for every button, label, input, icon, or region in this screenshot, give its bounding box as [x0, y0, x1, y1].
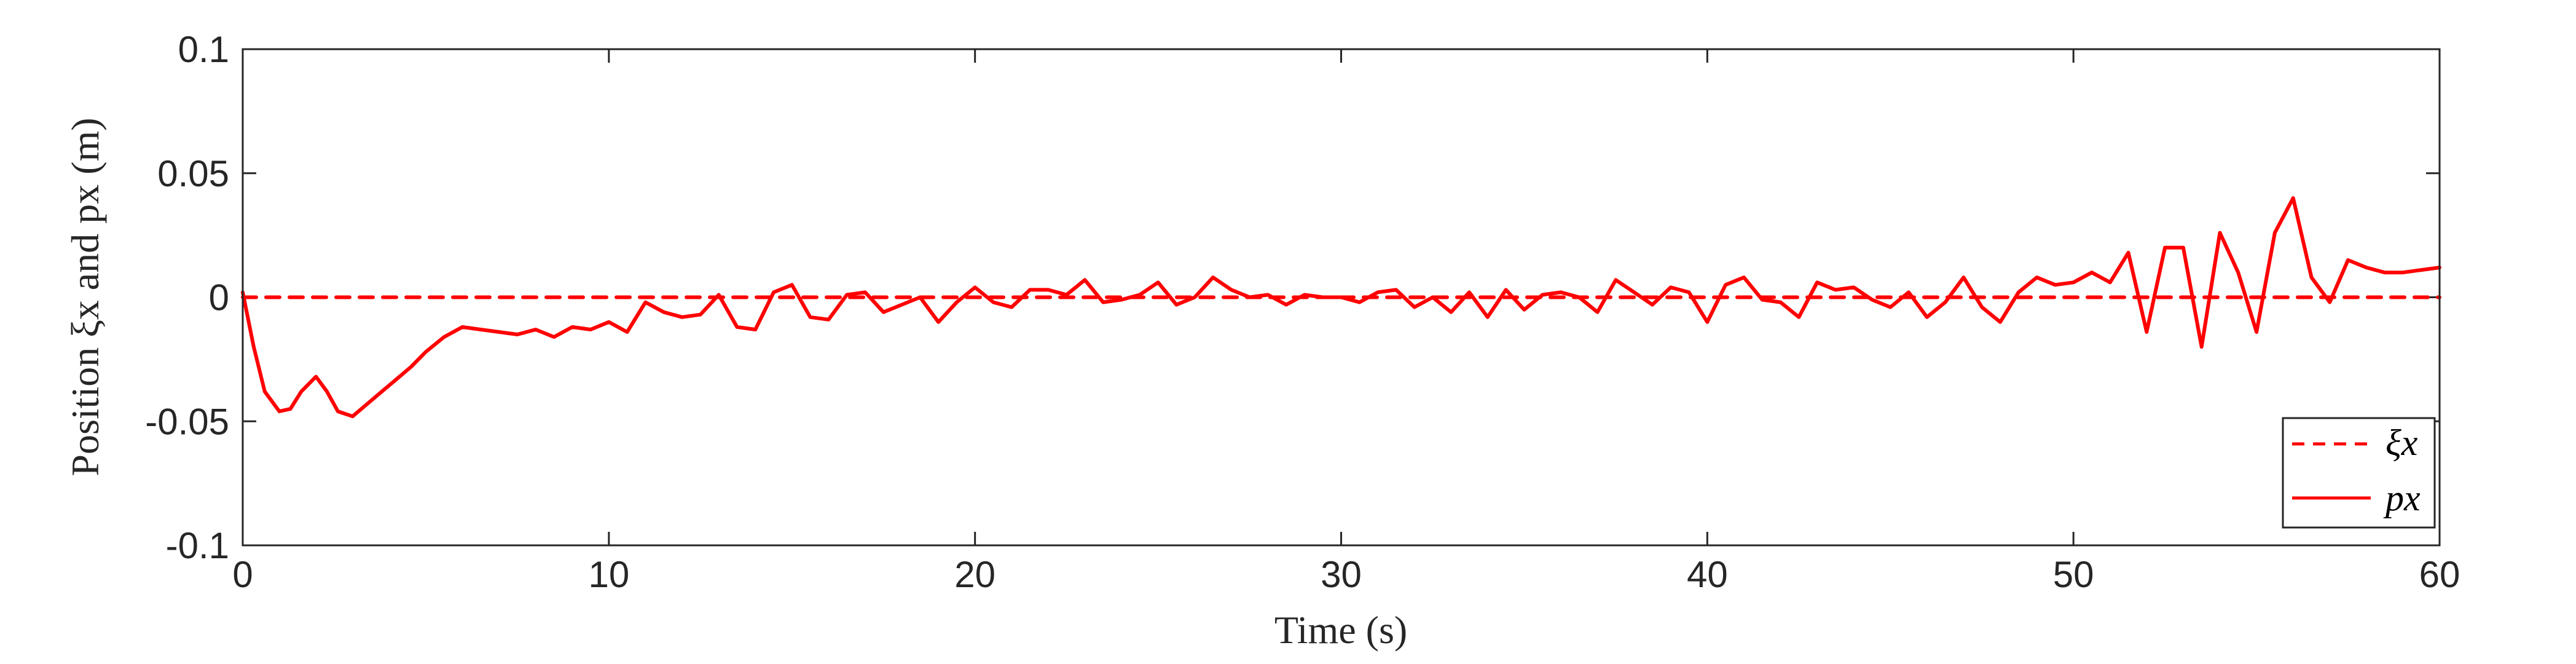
series-line-p-x [241, 196, 2441, 419]
y-tick-label: 0 [209, 277, 229, 318]
x-tick-label: 20 [954, 554, 995, 595]
legend-label-p-x: px [2383, 478, 2421, 518]
legend-label-xi-x: ξx [2386, 422, 2418, 463]
y-tick-label: -0.05 [145, 401, 229, 442]
x-tick-label: 10 [588, 554, 629, 595]
x-tick-label: 50 [2053, 554, 2094, 595]
x-axis-ticks: 0 10 20 30 40 50 60 [232, 49, 2460, 595]
legend: ξx px [2282, 417, 2436, 529]
y-axis-title: Position ξx and px (m) [63, 117, 107, 476]
y-tick-label: 0.05 [157, 153, 229, 194]
plot-area-frame [242, 48, 2441, 547]
legend-box [2282, 417, 2436, 529]
y-tick-label: -0.1 [166, 525, 229, 566]
x-tick-label: 0 [232, 554, 253, 595]
y-axis-ticks: 0.1 0.05 0 -0.05 -0.1 [145, 29, 2440, 566]
y-tick-label: 0.1 [178, 29, 229, 70]
series-layer [241, 196, 2441, 419]
x-tick-label: 60 [2419, 554, 2460, 595]
x-tick-label: 40 [1687, 554, 1728, 595]
x-axis-title: Time (s) [1274, 608, 1407, 652]
x-tick-label: 30 [1321, 554, 1362, 595]
